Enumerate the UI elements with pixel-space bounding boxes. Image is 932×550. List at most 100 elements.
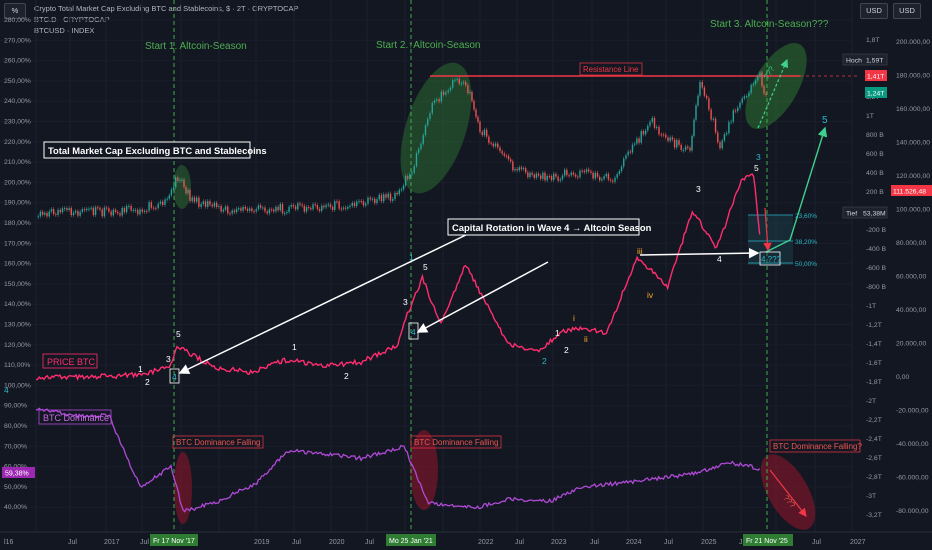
left-axis-tick: 280,00%	[4, 17, 31, 24]
wave-d3: 3	[403, 297, 408, 307]
tief-bg	[842, 206, 888, 219]
left-axis-tick: 50,00%	[4, 484, 27, 491]
right-axis-tick: 0,00	[896, 374, 909, 381]
x-axis-tick: Jul	[515, 539, 524, 546]
wave-h3: 3	[696, 184, 701, 194]
right-axis-tick: 200.000,00	[896, 39, 930, 46]
mid-axis-tick: -2,8T	[866, 474, 882, 481]
left-axis-tick: 170,00%	[4, 240, 31, 247]
capital-rotation-text: Capital Rotation in Wave 4 → Altcoin Sea…	[452, 222, 652, 233]
left-axis-tick: 200,00%	[4, 179, 31, 186]
btc-dominance-label: BTC Dominance	[43, 413, 109, 423]
dominance-ellipse-2	[410, 430, 438, 510]
grid	[35, 0, 853, 532]
right-axis-tick: 40.000,00	[896, 307, 926, 314]
resistance-label: Resistance Line	[583, 65, 638, 74]
btc-drop-arrow	[763, 207, 772, 252]
wave-h4: 4	[717, 254, 722, 264]
x-axis-tick: 2017	[104, 539, 120, 546]
x-axis-tick: 2019	[254, 539, 270, 546]
currency-button-right[interactable]: USD	[893, 3, 921, 19]
x-axis-tick: 2023	[551, 539, 567, 546]
total-mc-box-text: Total Market Cap Excluding BTC and Stabl…	[48, 145, 267, 156]
currency-button-left[interactable]: USD	[860, 3, 888, 19]
x-axis-tick: Jul	[292, 539, 301, 546]
wave-d1: 1	[292, 342, 297, 352]
wave-d2: 2	[344, 371, 349, 381]
right-axis-tick: 100.000,00	[896, 207, 930, 214]
resistance-label-frame	[579, 62, 643, 76]
x-axis-tick: 2027	[850, 539, 866, 546]
wave-d5: 5	[423, 262, 428, 272]
dominance-drop-arrow	[769, 469, 807, 517]
left-axis-tick: 160,00%	[4, 261, 31, 268]
price-btc-label: PRICE BTC	[47, 357, 96, 367]
x-axis: l16 Jul 2017 Jul 2019 Jul 2020 Jul 2022 Jul 2023 Ju…	[4, 539, 866, 546]
right-axis-tick: -20.000,00	[896, 408, 929, 415]
mid-axis-tick: -200 B	[866, 227, 886, 234]
mid-axis-tick: -3T	[866, 493, 876, 500]
mid-axis-tick: -1,2T	[866, 322, 882, 329]
fib-382: 38,20%	[795, 239, 817, 246]
x-axis-tick: 2024	[626, 539, 642, 546]
wave-f2: 2	[564, 345, 569, 355]
mid-axis-tick: -2,4T	[866, 436, 882, 443]
mid-axis-tick: 200 B	[866, 189, 884, 196]
rotation-arrow-3	[639, 247, 760, 259]
left-axis-tick: 90,00%	[4, 403, 27, 410]
btc-dominance-line	[35, 407, 761, 513]
xtag-2-bg	[386, 534, 436, 546]
right-axis-tick: 140.000,00	[896, 140, 930, 147]
left-axis-tick: 110,00%	[4, 362, 30, 369]
wave-c2: 2	[145, 377, 150, 387]
mid-axis-tick: -2T	[866, 398, 876, 405]
dom-falling-label-3: BTC Dominance Falling?	[773, 442, 862, 451]
x-axis-tick: 2020	[329, 539, 345, 546]
mid-axis-tick: -600 B	[866, 265, 886, 272]
wave4-question: 4 ???	[761, 255, 782, 264]
rotation-arrow-1	[178, 232, 471, 374]
xtag-1-bg	[150, 534, 198, 546]
percent-scale-button[interactable]: %	[4, 3, 26, 19]
wave-labels: 1 2 3 5 4 1 2 3 1 5 4 2 1 2 i ii iii iv …	[4, 115, 828, 395]
left-axis-tick: 190,00%	[4, 200, 31, 207]
x-axis-tick: Jul	[664, 539, 673, 546]
fib-500: 50,00%	[795, 261, 817, 268]
hoch-label: Hoch	[846, 58, 862, 65]
season-ellipse-1	[173, 165, 191, 209]
xtag-3: Fr 21 Nov '25	[746, 538, 788, 545]
capital-rotation-box-frame	[447, 218, 640, 236]
btc-price-badge: 111.526,48	[893, 189, 926, 196]
rotation-arrow-2	[416, 261, 549, 333]
x-axis-tick: l16	[4, 539, 13, 546]
right-axis-tick: 80.000,00	[896, 240, 926, 247]
right-axis-tick: 160.000,00	[896, 106, 930, 113]
left-axis-tick: 120,00%	[4, 342, 31, 349]
right-axis-tick: -40.000,00	[896, 441, 929, 448]
series-btcusd-label: BTCUSD · INDEX	[34, 26, 95, 35]
wave-giv: iv	[647, 290, 654, 300]
left-axis-tick: 180,00%	[4, 220, 31, 227]
left-axis-tick: 210,00%	[4, 159, 31, 166]
dominance-badge-bg	[2, 467, 35, 478]
tief-label: Tief	[846, 211, 857, 218]
mid-axis-tick: -3,2T	[866, 512, 882, 519]
wave-f1: 1	[555, 328, 560, 338]
right-axis-tick: -80.000,00	[896, 508, 929, 515]
mid-axis-tick: -1,6T	[866, 360, 882, 367]
btc-dominance-frame	[38, 409, 112, 425]
wave-dom4: 4	[4, 385, 9, 395]
mid-axis-tick: 400 B	[866, 170, 884, 177]
start3-label: Start 3. Altcoin-Season???	[710, 19, 829, 30]
xtag-1: Fr 17 Nov '17	[153, 538, 195, 545]
wave-d1b: 1	[409, 252, 414, 262]
left-axis: 280,00% 270,00% 260,00% 250,00% 240,00% 230,0…	[4, 17, 31, 511]
dom-falling-label-2: BTC Dominance Falling	[414, 438, 498, 447]
dom-falling-label-1: BTC Dominance Falling	[176, 438, 260, 447]
total-mc-box-frame	[43, 141, 251, 159]
btc-price-badge-bg	[891, 185, 932, 196]
wave-e2: 2	[542, 356, 547, 366]
x-axis-tick: 2025	[701, 539, 717, 546]
dom-falling-frame-2	[410, 435, 502, 449]
right-axis-tick: 120.000,00	[896, 173, 930, 180]
